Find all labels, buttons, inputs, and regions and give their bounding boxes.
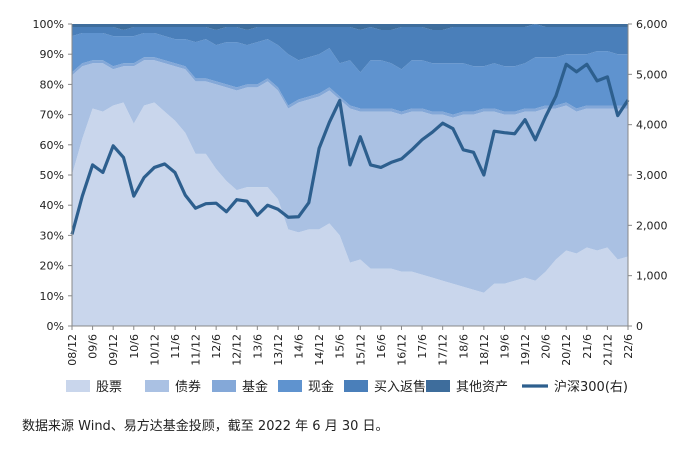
index-line [70, 62, 630, 235]
x-tick-label: 21/12 [601, 334, 614, 366]
legend-swatch-2 [212, 380, 236, 392]
index-line-layer [70, 62, 630, 235]
left-tick-label: 70% [40, 109, 64, 122]
legend-swatch-0 [66, 380, 90, 392]
legend-label-5: 其他资产 [456, 380, 508, 395]
left-tick-label: 20% [40, 260, 64, 273]
x-tick-label: 20/12 [560, 334, 573, 366]
area-series-4 [72, 24, 628, 73]
x-tick-label: 16/12 [395, 334, 408, 366]
left-axis-ticks: 0% 10% 20% 30% 40% 50% 60% 70% 80% 90% 100% [33, 18, 72, 333]
left-tick-label: 60% [40, 139, 64, 152]
x-tick-label: 15/12 [354, 334, 367, 366]
x-tick-label: 15/6 [334, 334, 347, 359]
left-tick-label: 80% [40, 78, 64, 91]
legend: 股票 债券 基金 现金 买入返售 其他资产 沪深300(右) [66, 379, 628, 395]
area-series-3 [72, 33, 628, 115]
x-tick-label: 18/12 [478, 334, 491, 366]
legend-swatch-4 [344, 380, 368, 392]
x-tick-label: 14/6 [293, 334, 306, 359]
x-tick-label: 10/6 [128, 334, 141, 359]
x-tick-label: 12/6 [210, 334, 223, 359]
x-tick-label: 10/12 [148, 334, 161, 366]
left-tick-label: 10% [40, 290, 64, 303]
legend-label-4: 买入返售 [374, 379, 426, 395]
right-tick-label: 2,000 [636, 219, 668, 232]
x-tick-label: 18/6 [457, 334, 470, 359]
x-tick-label: 13/12 [272, 334, 285, 366]
stacked-areas [72, 24, 628, 326]
x-tick-label: 22/6 [622, 334, 635, 359]
left-tick-label: 90% [40, 48, 64, 61]
legend-label-3: 现金 [308, 379, 334, 395]
right-tick-label: 5,000 [636, 68, 668, 81]
x-tick-label: 17/6 [416, 334, 429, 359]
area-series-0 [72, 102, 628, 326]
legend-swatch-3 [278, 380, 302, 392]
left-tick-label: 0% [47, 320, 64, 333]
legend-swatch-1 [145, 380, 169, 392]
left-tick-label: 50% [40, 169, 64, 182]
x-tick-label: 08/12 [66, 334, 79, 366]
x-tick-label: 13/6 [251, 334, 264, 359]
source-note: 数据来源 Wind、易方达基金投顾，截至 2022 年 6 月 30 日。 [22, 419, 389, 434]
x-tick-label: 09/12 [107, 334, 120, 366]
x-tick-label: 09/6 [87, 334, 100, 359]
left-tick-label: 40% [40, 199, 64, 212]
left-tick-label: 100% [33, 18, 64, 31]
x-tick-label: 16/6 [375, 334, 388, 359]
left-tick-label: 30% [40, 229, 64, 242]
x-tick-label: 14/12 [313, 334, 326, 366]
right-tick-label: 4,000 [636, 119, 668, 132]
right-tick-label: 0 [636, 320, 643, 333]
x-tick-label: 19/6 [498, 334, 511, 359]
x-tick-label: 19/12 [519, 334, 532, 366]
right-axis-ticks: 0 1,000 2,000 3,000 4,000 5,000 6,000 [628, 18, 668, 333]
x-axis-ticks: 08/12 09/6 09/12 10/6 10/12 11/6 11/12 12/6 12/1… [66, 326, 635, 366]
area-series-1 [72, 60, 628, 293]
legend-label-line: 沪深300(右) [554, 379, 628, 395]
area-series-5 [72, 24, 628, 31]
x-tick-label: 17/12 [437, 334, 450, 366]
legend-label-1: 债券 [175, 379, 201, 395]
legend-label-0: 股票 [96, 380, 122, 395]
x-tick-label: 11/6 [169, 334, 182, 359]
legend-swatch-5 [426, 380, 450, 392]
x-tick-label: 20/6 [540, 334, 553, 359]
right-tick-label: 3,000 [636, 169, 668, 182]
x-tick-label: 11/12 [190, 334, 203, 366]
x-tick-label: 21/6 [581, 334, 594, 359]
right-tick-label: 6,000 [636, 18, 668, 31]
x-tick-label: 12/12 [231, 334, 244, 366]
legend-label-2: 基金 [242, 379, 268, 395]
right-tick-label: 1,000 [636, 270, 668, 283]
